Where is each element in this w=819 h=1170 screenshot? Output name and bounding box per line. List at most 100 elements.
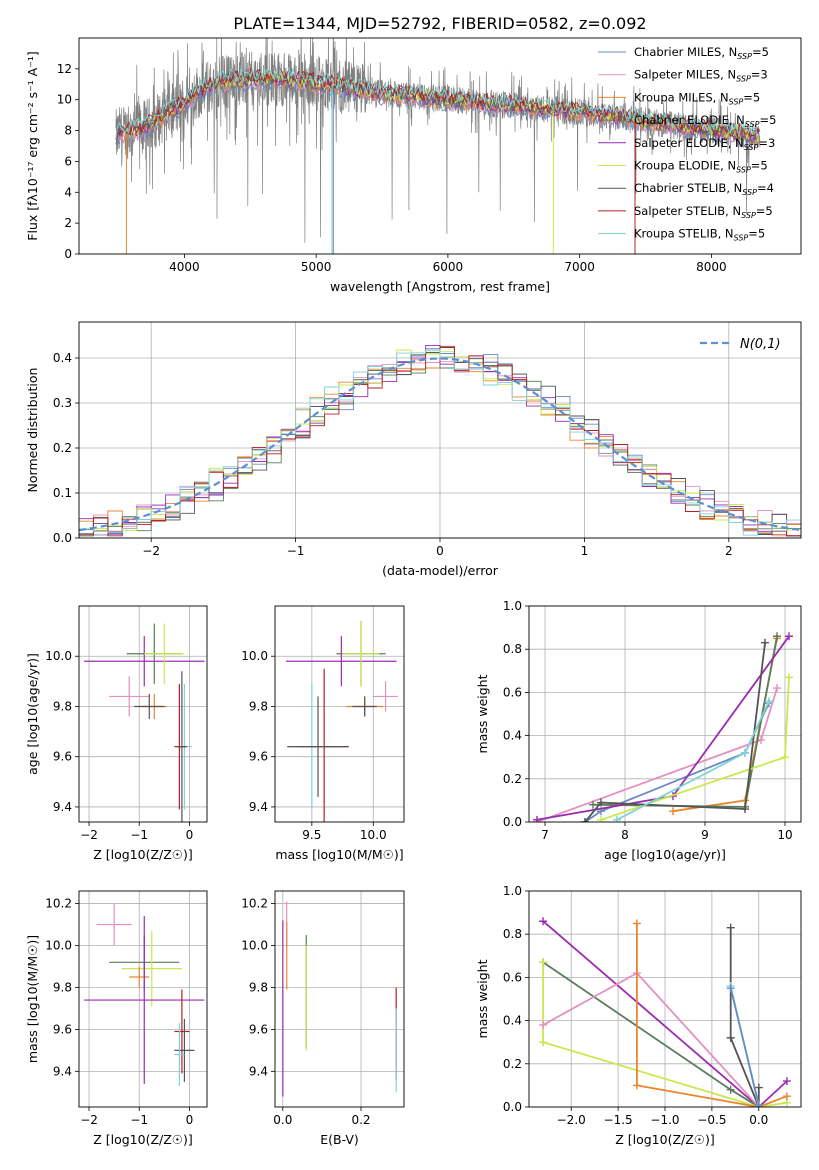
y-tick-label: 0.1	[53, 486, 72, 500]
axes-frame	[78, 890, 208, 1108]
line-salpeter-elodie	[542, 920, 788, 1107]
y-tick-label: 0.2	[503, 1057, 522, 1071]
x-tick-label: −2.0	[557, 1113, 586, 1127]
y-tick-label: 10.2	[241, 897, 268, 911]
y-tick-label: 9.8	[249, 980, 268, 994]
marker-kroupa-elodie	[539, 1038, 548, 1047]
plot-area	[282, 901, 397, 1097]
y-tick-label: 9.8	[249, 699, 268, 713]
x-axis-label: mass [log10(M/M☉)]	[275, 847, 403, 862]
x-tick-label: −0.5	[697, 1113, 726, 1127]
y-tick-label: 9.8	[53, 699, 72, 713]
line-kroupa-elodie	[600, 677, 790, 821]
x-tick-label: −2	[80, 1113, 98, 1127]
errbar-salpeter-elodie	[286, 636, 397, 687]
plot-area	[533, 632, 793, 822]
line-chabrier-elodie	[592, 636, 778, 808]
x-tick-label: 0.0	[749, 1113, 768, 1127]
errbar-chabrier-stelib	[352, 696, 377, 717]
axes-frame	[528, 890, 802, 1108]
x-tick-label: 5000	[301, 260, 332, 274]
x-tick-label: 4000	[169, 260, 200, 274]
x-tick-label: 0.2	[351, 1113, 370, 1127]
marker-kroupa-stelib	[741, 748, 749, 757]
model-salpeter-stelib	[115, 67, 761, 138]
x-tick-label: 8000	[696, 260, 727, 274]
marker-chabrier-stelib	[726, 923, 735, 932]
x-axis-label: Z [log10(Z/Z☉)]	[615, 1132, 715, 1147]
model-kroupa-elodie	[115, 69, 761, 142]
errbar-salpeter-elodie	[84, 916, 205, 1084]
y-tick-label: 10	[57, 93, 72, 107]
y-tick-label: 9.6	[53, 1022, 72, 1036]
x-tick-label: −2	[80, 828, 98, 842]
line-chabrier-stelib	[584, 642, 766, 822]
y-tick-label: 0.4	[503, 1014, 522, 1028]
errbar-kroupa-elodie	[342, 621, 380, 687]
marker-kroupa-elodie	[781, 753, 789, 762]
marker-chabrier-elodie	[773, 632, 781, 641]
legend-label-kroupa-miles: Kroupa MILES, NSSP=5	[634, 90, 760, 106]
plot-area	[286, 621, 398, 822]
legend-label-salpeter-elodie: Salpeter ELODIE, NSSP=3	[634, 136, 775, 152]
marker-salpeter-elodie	[785, 632, 793, 641]
y-axis-label: Flux [fλ10⁻¹⁷ erg cm⁻² s⁻¹ A⁻¹]	[25, 51, 40, 240]
marker-kroupa-miles	[632, 919, 641, 928]
y-tick-label: 6	[64, 154, 72, 168]
x-tick-label: 1	[581, 544, 589, 558]
x-tick-label: 0.0	[273, 1113, 292, 1127]
line-salpeter-elodie	[536, 635, 790, 821]
errbar-salpeter-miles	[373, 681, 398, 712]
axes-frame	[528, 605, 802, 823]
plot-area	[539, 917, 791, 1107]
plot-area	[84, 903, 205, 1087]
x-tick-label: −2	[142, 544, 160, 558]
legend-label-salpeter-stelib: Salpeter STELIB, NSSP=5	[634, 204, 773, 220]
y-tick-label: 9.8	[53, 980, 72, 994]
marker-kroupa-stelib	[613, 815, 621, 822]
x-tick-label: 0	[186, 828, 194, 842]
y-tick-label: 9.6	[249, 750, 268, 764]
y-tick-label: 0.4	[53, 351, 72, 365]
y-tick-label: 0.0	[503, 1100, 522, 1114]
marker-kroupa-stelib	[765, 697, 773, 706]
legend-label-kroupa-elodie: Kroupa ELODIE, NSSP=5	[634, 159, 768, 175]
figure-title: PLATE=1344, MJD=52792, FIBERID=0582, z=0…	[233, 14, 646, 33]
x-tick-label: 7000	[564, 260, 595, 274]
errbar-chabrier-stelib	[176, 671, 187, 822]
panel-spectrum: 4000 5000 6000 7000 8000 0 2 4 6 8 10 12 wavelength …	[25, 37, 802, 294]
legend-label-salpeter-miles: Salpeter MILES, NSSP=3	[634, 68, 768, 84]
marker-chabrier-stelib	[741, 805, 749, 814]
x-tick-label: −1	[287, 544, 305, 558]
line-kroupa-miles	[636, 923, 788, 1107]
y-tick-label: 9.6	[249, 1022, 268, 1036]
y-tick-label: 10.0	[45, 939, 72, 953]
y-tick-label: 0.2	[503, 772, 522, 786]
errbar-salpeter-miles	[109, 676, 150, 717]
legend-label-chabrier-stelib: Chabrier STELIB, NSSP=4	[634, 181, 774, 197]
y-tick-label: 12	[57, 62, 72, 76]
errbar-kroupa-miles	[129, 966, 150, 988]
y-axis-label: mass [log10(M/M☉)]	[25, 935, 40, 1063]
y-tick-label: 9.4	[53, 800, 72, 814]
axes-frame	[78, 605, 208, 823]
errbar-salpeter-stelib	[174, 989, 190, 1074]
x-axis-label: wavelength [Angstrom, rest frame]	[330, 279, 550, 294]
marker-chabrier-elodie	[726, 1085, 735, 1094]
marker-kroupa-miles	[632, 1081, 641, 1090]
panel-age-vs-mass: 9.5 10.0 9.4 9.6 9.8 10.0 mass [log10(M/M☉)]	[241, 605, 405, 862]
axes-frame	[274, 890, 405, 1108]
x-axis-label: Z [log10(Z/Z☉)]	[93, 847, 193, 862]
y-tick-label: 10.0	[241, 649, 268, 663]
axes-frame	[78, 37, 802, 255]
x-tick-label: 7	[541, 828, 549, 842]
y-tick-label: 10.0	[241, 939, 268, 953]
marker-salpeter-miles	[773, 684, 781, 693]
y-tick-label: 4	[64, 185, 72, 199]
plot-area	[115, 38, 761, 254]
normal-curve	[79, 357, 801, 532]
x-tick-label: −1.5	[604, 1113, 633, 1127]
x-tick-label: 2	[725, 544, 733, 558]
x-tick-label: 6000	[433, 260, 464, 274]
y-tick-label: 9.4	[249, 800, 268, 814]
